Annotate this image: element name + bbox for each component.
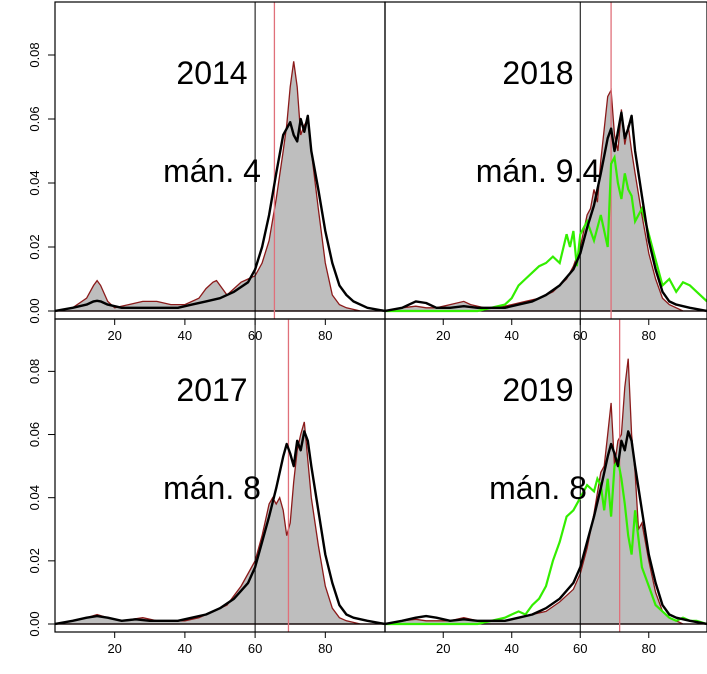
x-tick-label: 80: [642, 641, 656, 656]
y-tick-label: 0.00: [27, 611, 42, 636]
x-tick-label: 20: [436, 328, 450, 343]
x-tick-label: 40: [505, 641, 519, 656]
panel-frame: [384, 318, 707, 633]
panel-plot-area: [55, 319, 385, 632]
x-tick-label: 20: [107, 641, 121, 656]
panel-bottom-left: 2017 mán. 8 20 40 60 80: [54, 318, 386, 656]
filled-density-area: [385, 87, 707, 312]
green-density-line: [385, 456, 707, 626]
y-tick-label: 0.04: [27, 485, 42, 510]
panel-month-label: mán. 4: [163, 153, 261, 189]
axes-layer: 0.00 0.02 0.04 0.06 0.08 0.00 0.02 0.04 0.06 0.08: [27, 42, 56, 637]
panel-year-label: 2018: [502, 55, 573, 91]
green-density-line: [385, 153, 707, 313]
overall-density-line: [385, 111, 707, 313]
x-tick-label: 40: [178, 641, 192, 656]
y-tick-label: 0.08: [27, 42, 42, 67]
y-tick-label: 0.04: [27, 170, 42, 195]
panel-year-label: 2017: [176, 372, 247, 408]
x-tick-label: 20: [107, 328, 121, 343]
y-tick-label: 0.02: [27, 234, 42, 259]
panel-year-label: 2014: [176, 55, 247, 91]
y-tick-label: 0.08: [27, 359, 42, 384]
y-tick-label: 0.00: [27, 298, 42, 323]
y-tick-label: 0.02: [27, 548, 42, 573]
x-tick-label: 60: [573, 641, 587, 656]
panel-plot-area: [385, 2, 707, 319]
overall-density-line: [55, 114, 385, 313]
filled-density-area: [55, 61, 385, 312]
y-tick-label: 0.06: [27, 422, 42, 447]
panel-bottom-right: 2019 mán. 8 20 40 60 80: [384, 318, 707, 656]
overall-density-line: [385, 430, 707, 626]
overall-density-line: [55, 430, 385, 626]
x-tick-label: 40: [505, 328, 519, 343]
x-tick-label: 80: [318, 328, 332, 343]
panel-month-label: mán. 8: [163, 470, 261, 506]
panel-month-label: mán. 8: [489, 470, 587, 506]
x-tick-label: 80: [642, 328, 656, 343]
panel-plot-area: [55, 2, 385, 319]
panel-year-label: 2019: [502, 372, 573, 408]
y-tick-label: 0.06: [27, 106, 42, 131]
x-tick-label: 20: [436, 641, 450, 656]
x-tick-label: 40: [178, 328, 192, 343]
panel-plot-area: [385, 319, 707, 632]
x-tick-label: 80: [318, 641, 332, 656]
panel-month-label: mán. 9.4: [476, 153, 601, 189]
x-tick-label: 60: [248, 641, 262, 656]
